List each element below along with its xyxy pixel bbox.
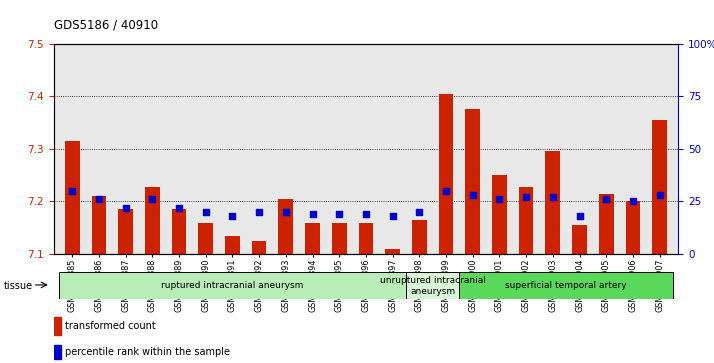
Bar: [545, 151, 560, 254]
Point: [521, 194, 532, 200]
Bar: [119, 209, 133, 254]
Bar: [466, 109, 480, 254]
Text: unruptured intracranial
aneurysm: unruptured intracranial aneurysm: [380, 276, 486, 295]
Bar: [358, 223, 373, 254]
Bar: [198, 223, 213, 254]
Bar: [438, 94, 453, 254]
Bar: [386, 249, 400, 254]
Bar: [653, 120, 667, 254]
Bar: [145, 187, 160, 254]
Point: [547, 194, 558, 200]
Bar: [625, 201, 640, 254]
Point: [174, 205, 185, 211]
Bar: [599, 193, 613, 254]
FancyBboxPatch shape: [406, 272, 459, 299]
Bar: [91, 196, 106, 254]
Bar: [572, 225, 587, 254]
Bar: [252, 241, 266, 254]
Point: [361, 211, 372, 217]
Text: superficial temporal artery: superficial temporal artery: [506, 281, 627, 290]
Point: [654, 192, 665, 198]
Point: [441, 188, 452, 194]
Point: [467, 192, 478, 198]
Point: [493, 196, 505, 202]
Text: transformed count: transformed count: [65, 321, 156, 331]
Point: [387, 213, 398, 219]
Bar: [305, 223, 320, 254]
Point: [200, 209, 211, 215]
FancyBboxPatch shape: [459, 272, 673, 299]
Point: [227, 213, 238, 219]
Point: [253, 209, 265, 215]
Bar: [54, 317, 61, 335]
Bar: [65, 141, 79, 254]
Text: tissue: tissue: [4, 281, 33, 291]
Point: [333, 211, 345, 217]
Bar: [54, 345, 61, 359]
Bar: [332, 223, 346, 254]
Point: [280, 209, 291, 215]
Text: percentile rank within the sample: percentile rank within the sample: [65, 347, 230, 357]
Bar: [412, 220, 427, 254]
Point: [146, 196, 158, 202]
Text: ruptured intracranial aneurysm: ruptured intracranial aneurysm: [161, 281, 303, 290]
Bar: [278, 199, 293, 254]
Point: [120, 205, 131, 211]
Bar: [492, 175, 507, 254]
Bar: [225, 236, 240, 254]
Point: [627, 199, 638, 204]
FancyBboxPatch shape: [59, 272, 406, 299]
Point: [574, 213, 585, 219]
Point: [66, 188, 78, 194]
Point: [600, 196, 612, 202]
Point: [307, 211, 318, 217]
Bar: [171, 209, 186, 254]
Text: GDS5186 / 40910: GDS5186 / 40910: [54, 18, 158, 31]
Point: [413, 209, 425, 215]
Point: [94, 196, 105, 202]
Bar: [519, 187, 533, 254]
